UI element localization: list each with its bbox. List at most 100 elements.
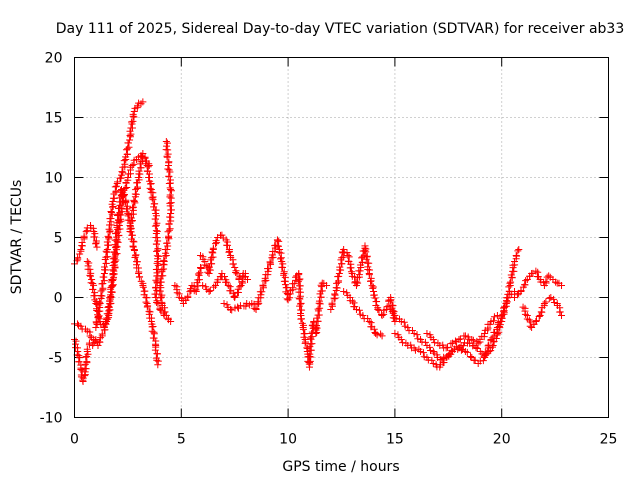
- data-point-interp: [483, 348, 491, 356]
- y-tick-label: 10: [45, 171, 63, 187]
- data-point-interp: [361, 247, 369, 255]
- data-point: [90, 336, 98, 343]
- data-point: [378, 332, 386, 340]
- data-point-interp: [104, 310, 112, 318]
- data-point: [92, 300, 100, 307]
- data-point-interp: [103, 238, 111, 246]
- data-point: [515, 246, 523, 253]
- data-point-interp: [209, 244, 217, 252]
- y-tick-label: 20: [45, 51, 63, 67]
- data-point-interp: [112, 230, 120, 238]
- data-point-interp: [484, 342, 492, 350]
- data-point: [417, 348, 425, 355]
- data-point: [231, 264, 239, 271]
- data-point-interp: [141, 153, 149, 161]
- data-point-interp: [296, 282, 304, 290]
- data-point-interp: [479, 357, 487, 365]
- data-point-interp: [286, 294, 294, 302]
- data-point-interp: [225, 247, 233, 255]
- data-point: [558, 282, 566, 289]
- data-point-interp: [317, 293, 325, 301]
- data-point: [536, 312, 544, 319]
- data-point-interp: [116, 209, 124, 217]
- data-point-interp: [165, 226, 173, 234]
- data-point-interp: [120, 192, 128, 200]
- data-point-interp: [290, 280, 298, 288]
- data-points: [71, 98, 566, 385]
- data-point: [391, 318, 399, 325]
- data-point-interp: [130, 238, 138, 246]
- data-point-interp: [232, 268, 240, 276]
- data-point-interp: [130, 203, 138, 211]
- data-point-interp: [370, 325, 378, 333]
- data-point-interp: [399, 339, 407, 347]
- data-point-interp: [257, 291, 265, 299]
- data-point-interp: [100, 263, 108, 271]
- data-point: [493, 312, 501, 319]
- data-point: [128, 162, 136, 169]
- data-point-interp: [295, 294, 303, 302]
- data-point-interp: [144, 163, 152, 171]
- data-point-interp: [86, 272, 94, 280]
- data-point-interp: [137, 158, 145, 166]
- data-point-interp: [102, 247, 110, 255]
- data-point: [135, 270, 143, 277]
- data-point: [493, 324, 501, 331]
- data-point-interp: [143, 303, 151, 311]
- data-point-interp: [157, 284, 165, 292]
- data-point-interp: [369, 284, 377, 292]
- data-point: [167, 318, 175, 325]
- data-point: [404, 324, 412, 331]
- data-point: [340, 246, 348, 253]
- data-point-interp: [81, 372, 89, 380]
- data-point-interp: [419, 349, 427, 357]
- data-point-interp: [443, 343, 451, 351]
- data-point-interp: [400, 318, 408, 326]
- data-point-interp: [313, 321, 321, 329]
- data-point-interp: [186, 288, 194, 296]
- data-point-interp: [355, 271, 363, 279]
- data-point-interp: [130, 247, 138, 255]
- data-point-interp: [212, 237, 220, 245]
- data-point: [374, 306, 382, 313]
- data-point-interp: [122, 199, 130, 207]
- data-point-interp: [338, 254, 346, 262]
- plot-frame: [74, 57, 609, 418]
- data-point-interp: [102, 259, 110, 267]
- data-point-interp: [86, 332, 94, 340]
- data-point-interp: [421, 338, 429, 346]
- data-point-interp: [542, 298, 550, 306]
- data-point-interp: [102, 320, 110, 328]
- data-point-interp: [131, 254, 139, 262]
- data-point-interp: [156, 287, 164, 295]
- data-point-interp: [121, 160, 129, 168]
- data-point-interp: [167, 187, 175, 195]
- data-point-interp: [231, 292, 239, 300]
- data-point: [164, 162, 172, 169]
- data-point-interp: [367, 277, 375, 285]
- data-point-interp: [259, 281, 267, 289]
- data-point: [540, 300, 548, 307]
- x-tick-label: 20: [493, 432, 511, 448]
- data-point-interp: [114, 178, 122, 186]
- data-point: [220, 300, 228, 307]
- data-point-interp: [192, 286, 200, 294]
- data-point: [504, 294, 512, 301]
- data-point: [378, 312, 386, 319]
- data-point-interp: [149, 196, 157, 204]
- data-point-interp: [296, 295, 304, 303]
- x-tick-label: 0: [70, 432, 79, 448]
- data-point-interp: [362, 248, 370, 256]
- data-point-interp: [158, 272, 166, 280]
- data-point-interp: [124, 145, 132, 153]
- data-point-interp: [74, 254, 82, 262]
- data-point-interp: [223, 278, 231, 286]
- data-point-interp: [152, 215, 160, 223]
- data-point-interp: [514, 291, 522, 299]
- data-point-interp: [261, 274, 269, 282]
- data-point: [558, 312, 566, 319]
- data-point-interp: [507, 278, 515, 286]
- data-point-interp: [296, 302, 304, 310]
- data-point-interp: [154, 237, 162, 245]
- data-point-interp: [86, 265, 94, 273]
